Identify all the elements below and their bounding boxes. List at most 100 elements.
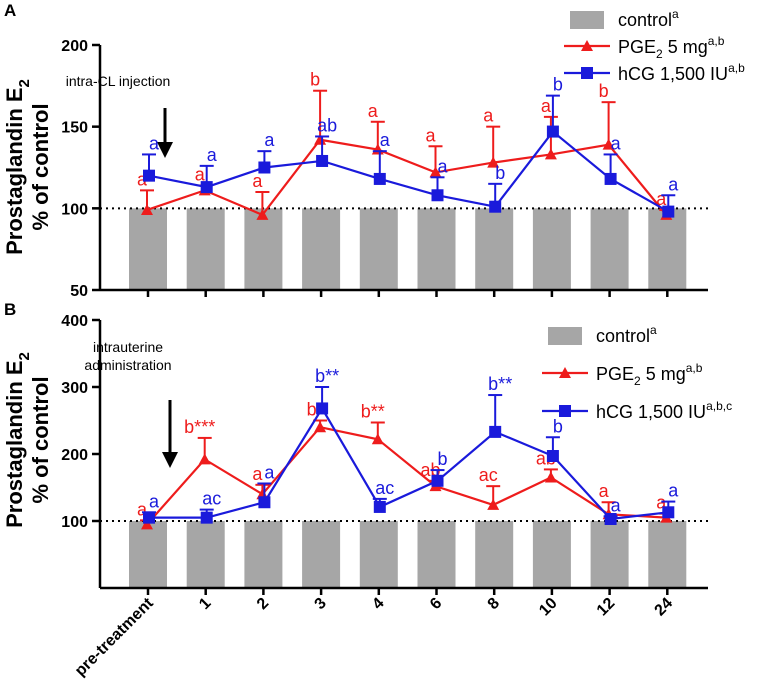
series-line	[149, 406, 669, 521]
x-axis-labels: pre-treatment 1 2 3 4 6 8 10 12 24	[72, 594, 676, 679]
panel-label: A	[4, 1, 16, 20]
legend-label-control-name: control	[618, 10, 672, 30]
legend-label-subscript: 2	[656, 47, 663, 61]
data-point-triangle	[141, 203, 153, 215]
y-tick-label: 100	[61, 201, 88, 218]
x-tick-label: 10	[536, 595, 561, 620]
y-axis-label-subscript: 2	[16, 352, 33, 360]
legend-label-rest: 5 mg	[641, 364, 686, 384]
x-tick-label: 1	[196, 595, 214, 613]
significance-label: b	[599, 81, 609, 101]
significance-label: ab	[317, 115, 337, 135]
control-bar	[244, 208, 283, 290]
significance-label: a	[252, 171, 263, 191]
y-axis-label: Prostaglandin E2 % of control	[2, 79, 53, 255]
legend-swatch-control	[548, 327, 582, 345]
significance-label: a	[380, 130, 391, 150]
data-point-square	[604, 512, 617, 525]
y-tick-label: 400	[61, 313, 88, 330]
control-bar	[590, 208, 629, 290]
data-point-square	[662, 205, 675, 218]
x-tick-label: 8	[485, 595, 503, 613]
significance-label: a	[264, 130, 275, 150]
data-point-square	[546, 450, 559, 463]
data-point-triangle	[314, 421, 327, 433]
control-bar	[302, 208, 341, 290]
data-point-square	[316, 154, 329, 167]
series-line	[148, 129, 669, 213]
data-point-square	[373, 500, 386, 513]
legend-label-sup: a,b,c	[706, 399, 732, 413]
legend-label-control-sup: a	[672, 7, 679, 21]
data-point-triangle	[429, 166, 442, 178]
significance-label: a	[437, 156, 448, 176]
legend-label-sup: a,b	[728, 61, 745, 75]
data-point-triangle	[544, 471, 557, 483]
data-point-square	[258, 161, 271, 174]
legend-label: PGE2 5 mga,b	[618, 34, 725, 61]
significance-label: a	[252, 464, 263, 484]
y-axis-label-line2: % of control	[28, 103, 53, 230]
y-axis-label: Prostaglandin E2 % of control	[2, 352, 53, 528]
significance-label: ac	[479, 465, 498, 485]
series-line	[146, 138, 668, 217]
annotation-text: intrauterine	[93, 339, 163, 355]
control-bar	[129, 208, 167, 290]
significance-label: b	[310, 70, 320, 90]
legend-label-subscript: 2	[634, 374, 641, 388]
significance-label: a	[137, 169, 148, 189]
data-point-square	[604, 172, 617, 185]
control-bar	[302, 521, 341, 588]
data-point-triangle	[198, 453, 211, 465]
annotation-arrow-head	[162, 452, 178, 468]
data-point-square	[373, 172, 386, 185]
legend-label-sup: a,b	[708, 34, 725, 48]
significance-label: b**	[361, 402, 385, 422]
legend-label-name: PGE	[596, 364, 634, 384]
control-bar	[417, 521, 456, 588]
significance-label: b**	[488, 374, 512, 394]
data-point-triangle	[141, 518, 153, 530]
legend-label-rest: 5 mg	[663, 37, 708, 57]
annotation-arrow-head	[157, 142, 173, 158]
data-point-triangle	[487, 156, 500, 168]
legend-label-name: PGE	[618, 37, 656, 57]
control-bar	[532, 521, 571, 588]
data-point-square	[662, 506, 675, 519]
significance-label: b	[553, 75, 563, 95]
legend-marker-square	[559, 405, 571, 417]
data-point-square	[143, 169, 155, 182]
significance-label: a	[264, 462, 275, 482]
significance-label: a	[611, 133, 622, 153]
legend-label-control-sup: a	[650, 323, 657, 337]
data-point-square	[258, 496, 271, 509]
data-point-triangle	[487, 498, 500, 510]
control-bar	[417, 208, 456, 290]
significance-label: a	[656, 189, 667, 209]
significance-label: ac	[202, 489, 221, 509]
y-tick-label: 300	[61, 380, 88, 397]
legend-label-control: controla	[596, 323, 657, 346]
legend-label-sup: a,b	[686, 361, 703, 375]
y-tick-label: 200	[61, 38, 88, 55]
x-tick-label: 24	[652, 595, 677, 620]
significance-label: a	[668, 174, 679, 194]
data-point-square	[489, 200, 502, 213]
y-tick-label: 150	[61, 120, 88, 137]
x-tick-label: 2	[254, 595, 272, 613]
control-bar	[244, 521, 283, 588]
significance-label: b	[495, 163, 505, 183]
significance-label: a	[599, 481, 610, 501]
data-point-square	[489, 425, 502, 438]
series-line	[146, 425, 667, 526]
legend-marker-triangle	[581, 40, 593, 51]
control-bar	[129, 521, 167, 588]
control-bar	[186, 208, 225, 290]
legend-label-name: hCG 1,500 IU	[618, 64, 728, 84]
x-tick-label: 4	[369, 595, 387, 613]
control-bar	[475, 208, 514, 290]
legend-label-name: hCG 1,500 IU	[596, 402, 706, 422]
significance-label: b**	[315, 366, 339, 386]
data-point-square	[546, 125, 559, 138]
